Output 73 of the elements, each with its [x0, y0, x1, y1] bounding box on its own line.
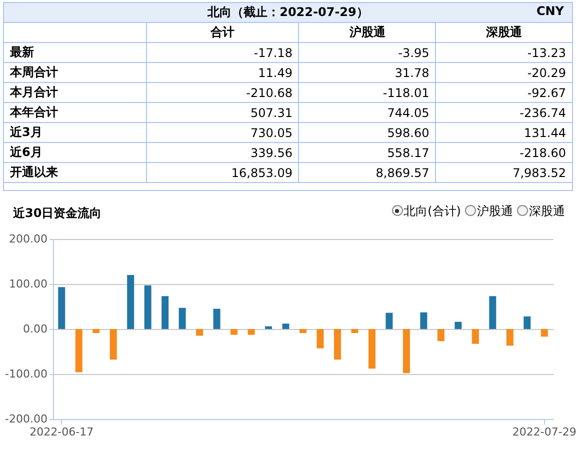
text: -210.68	[246, 86, 292, 100]
text: -236.74	[520, 106, 566, 120]
x-tick-label: 2022-06-17	[30, 426, 94, 438]
bar	[472, 329, 479, 344]
category-label: 合计	[146, 22, 299, 42]
text: 744.05	[387, 106, 430, 120]
y-tick-label: 100.00	[9, 278, 48, 290]
bar	[265, 326, 272, 329]
y-tick-label: 200.00	[9, 232, 48, 246]
category-label: 沪股通	[298, 22, 436, 42]
text: 598.60	[387, 126, 430, 140]
bar	[300, 329, 306, 334]
text: 730.05	[250, 126, 292, 140]
bar	[144, 285, 152, 329]
bar	[213, 308, 220, 329]
bar	[282, 324, 290, 329]
bar	[420, 312, 428, 329]
text: 北向（截止：2022-07-29）	[208, 5, 368, 19]
text: 31.78	[394, 66, 430, 80]
text: -20.29	[527, 66, 566, 80]
category-label: 最新	[10, 45, 34, 59]
bar	[334, 329, 341, 360]
category-label: 深股通	[436, 22, 572, 42]
category-label: 近3月	[10, 125, 42, 139]
bar	[75, 329, 82, 372]
text: 7,983.52	[512, 166, 566, 180]
bar	[437, 329, 444, 342]
x-tick-label: 2022-07-29	[512, 426, 576, 438]
y-tick-label: -200.00	[5, 412, 48, 426]
text: -218.60	[520, 146, 566, 160]
text: -13.23	[527, 46, 566, 60]
bar	[540, 329, 548, 337]
text: 339.56	[250, 146, 292, 160]
category-label: 开通以来	[10, 165, 58, 179]
text: 11.49	[258, 66, 292, 80]
bar	[524, 316, 531, 329]
bar	[92, 329, 100, 334]
bar	[316, 329, 324, 348]
category-label: 本周合计	[10, 65, 58, 79]
y-tick-label: 0.00	[23, 322, 48, 336]
bar	[386, 312, 393, 329]
text: 131.44	[524, 126, 566, 140]
category-label: 近6月	[10, 145, 42, 159]
bar	[58, 287, 66, 329]
bar	[196, 329, 204, 336]
bar	[178, 308, 186, 329]
category-label: 本年合计	[10, 105, 58, 119]
category-label: 本月合计	[10, 85, 58, 99]
text: -3.95	[398, 46, 430, 60]
bar	[162, 296, 169, 329]
bar	[489, 296, 496, 329]
bar	[127, 275, 134, 329]
bar	[368, 329, 376, 369]
bar	[351, 329, 358, 334]
text: 507.31	[250, 106, 292, 120]
y-tick-label: -100.00	[5, 368, 48, 380]
bar	[454, 322, 462, 329]
text: 北向(合计)	[404, 204, 461, 218]
bar	[110, 329, 117, 360]
bar	[230, 329, 238, 335]
text: 558.17	[387, 146, 430, 160]
text: 8,869.57	[376, 166, 430, 180]
bar	[248, 329, 255, 335]
bar	[506, 329, 514, 346]
text: 沪股通	[477, 204, 513, 218]
text: CNY	[536, 4, 564, 18]
text: -17.18	[254, 46, 292, 60]
bar	[402, 329, 410, 374]
text: -118.01	[382, 86, 430, 100]
text: 16,853.09	[231, 166, 292, 180]
chart-title: 近30日资金流向	[13, 205, 102, 222]
text: -92.67	[527, 86, 566, 100]
text: 深股通	[529, 204, 565, 218]
